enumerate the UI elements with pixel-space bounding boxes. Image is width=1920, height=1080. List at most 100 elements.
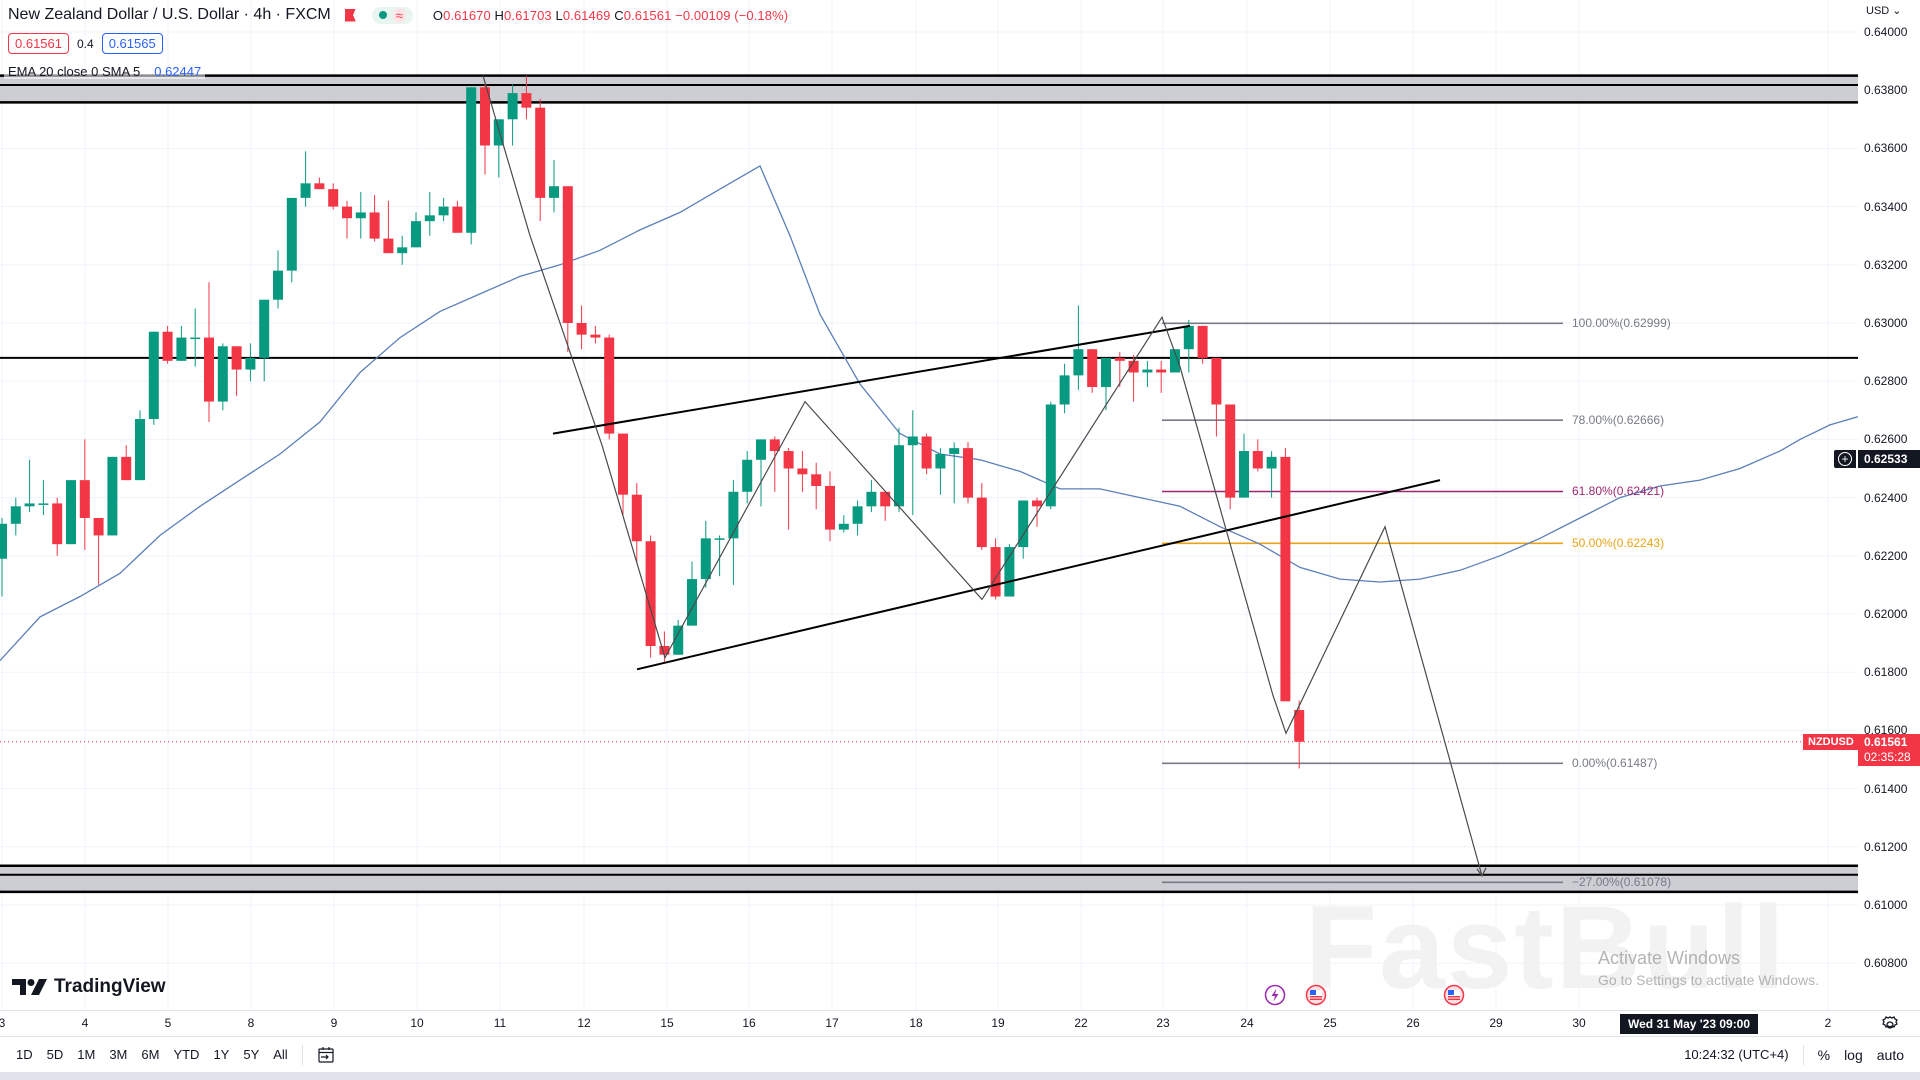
candle-body[interactable]	[949, 448, 960, 454]
candle-body[interactable]	[576, 323, 587, 335]
candle-body[interactable]	[1128, 360, 1139, 373]
range-button-1d[interactable]: 1D	[16, 1047, 33, 1062]
candle-body[interactable]	[383, 238, 394, 254]
candle-body[interactable]	[1225, 404, 1236, 498]
candle-body[interactable]	[162, 331, 173, 361]
candle-body[interactable]	[1156, 369, 1167, 373]
candle-body[interactable]	[424, 215, 435, 222]
earnings-event-lightning-icon[interactable]	[1264, 984, 1286, 1006]
candle-body[interactable]	[880, 491, 891, 507]
us-economic-event-flag-icon[interactable]	[1305, 984, 1327, 1006]
candle-body[interactable]	[769, 439, 780, 452]
candle-body[interactable]	[852, 506, 863, 524]
candle-body[interactable]	[687, 579, 697, 626]
candle-body[interactable]	[24, 503, 35, 507]
candle-body[interactable]	[300, 183, 311, 198]
time-axis[interactable]: Wed 31 May '23 09:00 3 4 5 8 9 10 11 12 15 16 17 18…	[0, 1010, 1920, 1036]
candle-body[interactable]	[990, 547, 1001, 597]
upper-resistance-zone[interactable]	[0, 75, 1858, 103]
range-button-ytd[interactable]: YTD	[173, 1047, 200, 1062]
tradingview-logo[interactable]: TradingView	[12, 976, 166, 998]
candle-body[interactable]	[797, 468, 808, 475]
candle-body[interactable]	[273, 270, 283, 300]
candle-body[interactable]	[342, 206, 352, 219]
percent-scale-toggle[interactable]: %	[1817, 1046, 1831, 1063]
candle-body[interactable]	[107, 456, 118, 536]
candle-body[interactable]	[52, 503, 63, 545]
candle-body[interactable]	[0, 523, 7, 559]
candle-body[interactable]	[907, 436, 918, 446]
chart-settings-gear-icon[interactable]	[1880, 1014, 1900, 1034]
candle-body[interactable]	[245, 357, 256, 370]
candle-body[interactable]	[604, 337, 615, 434]
candle-body[interactable]	[38, 503, 49, 505]
candle-body[interactable]	[79, 480, 90, 518]
buy-price-button[interactable]: 0.61565	[101, 33, 163, 54]
zigzag-projection-path[interactable]	[482, 75, 1483, 877]
range-button-3m[interactable]: 3M	[109, 1047, 128, 1062]
candle-body[interactable]	[894, 445, 904, 507]
channel-lower[interactable]	[636, 479, 1441, 671]
candle-body[interactable]	[673, 625, 684, 655]
candle-body[interactable]	[783, 451, 794, 469]
candle-body[interactable]	[66, 480, 76, 545]
candle-body[interactable]	[1280, 456, 1291, 702]
symbol-title[interactable]: New Zealand Dollar / U.S. Dollar · 4h · …	[8, 6, 331, 23]
candle-body[interactable]	[1252, 451, 1263, 469]
candle-body[interactable]	[1101, 357, 1111, 388]
candle-body[interactable]	[700, 538, 711, 580]
candle-body[interactable]	[1239, 451, 1249, 498]
candle-body[interactable]	[618, 433, 628, 495]
candle-body[interactable]	[742, 459, 753, 492]
candle-body[interactable]	[1032, 500, 1042, 507]
candle-body[interactable]	[590, 334, 601, 338]
candle-body[interactable]	[963, 448, 973, 498]
candle-body[interactable]	[1170, 349, 1180, 373]
candle-body[interactable]	[1211, 357, 1222, 405]
flag-icon[interactable]	[344, 8, 356, 22]
candle-body[interactable]	[135, 419, 145, 481]
candle-body[interactable]	[314, 183, 325, 190]
candle-body[interactable]	[1266, 456, 1277, 469]
currency-selector[interactable]: USD ⌄	[1866, 5, 1902, 17]
sell-price-button[interactable]: 0.61561	[8, 33, 69, 54]
candle-body[interactable]	[355, 212, 366, 219]
candle-body[interactable]	[286, 197, 297, 271]
candle-body[interactable]	[176, 337, 187, 361]
add-alert-button[interactable]: +	[1834, 449, 1856, 468]
candle-body[interactable]	[328, 189, 339, 207]
candle-body[interactable]	[480, 87, 490, 146]
candle-body[interactable]	[756, 439, 766, 460]
candle-body[interactable]	[714, 538, 725, 540]
candle-body[interactable]	[825, 485, 835, 530]
candle-body[interactable]	[866, 491, 877, 507]
candle-body[interactable]	[438, 206, 449, 216]
candle-body[interactable]	[411, 221, 421, 248]
candle-body[interactable]	[148, 331, 159, 420]
range-button-1y[interactable]: 1Y	[213, 1047, 230, 1062]
candle-body[interactable]	[976, 497, 987, 548]
candle-body[interactable]	[217, 346, 228, 402]
candle-body[interactable]	[521, 93, 532, 108]
candle-body[interactable]	[466, 87, 477, 233]
go-to-date-icon[interactable]	[317, 1046, 335, 1064]
candle-body[interactable]	[1045, 404, 1056, 507]
log-scale-toggle[interactable]: log	[1844, 1046, 1863, 1063]
indicator-legend[interactable]: EMA 20 close 0 SMA 5 0.62447	[4, 64, 206, 79]
candle-body[interactable]	[507, 93, 518, 120]
candle-body[interactable]	[452, 206, 463, 233]
candle-body[interactable]	[728, 491, 739, 539]
candle-body[interactable]	[10, 506, 21, 524]
range-button-all[interactable]: All	[273, 1047, 288, 1062]
candle-body[interactable]	[1183, 325, 1194, 350]
candle-body[interactable]	[1004, 547, 1015, 597]
candle-body[interactable]	[231, 346, 242, 370]
price-axis[interactable]: 0.64000 0.63800 0.63600 0.63400 0.63200 0.630…	[1858, 0, 1920, 1010]
us-economic-event-flag-icon-2[interactable]	[1443, 984, 1465, 1006]
range-button-6m[interactable]: 6M	[141, 1047, 160, 1062]
candle-body[interactable]	[811, 474, 822, 486]
candle-body[interactable]	[397, 247, 408, 254]
candle-body[interactable]	[1114, 357, 1125, 361]
candle-body[interactable]	[921, 436, 932, 469]
channel-upper[interactable]	[552, 324, 1191, 435]
